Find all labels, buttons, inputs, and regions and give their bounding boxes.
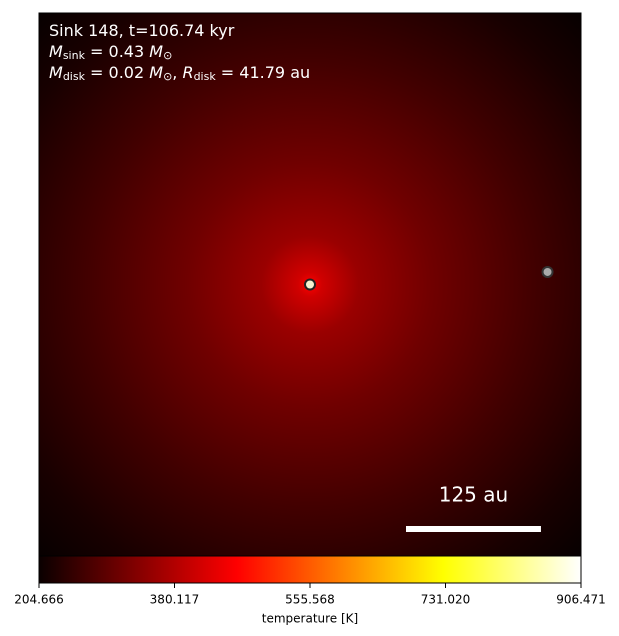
info-piece: ⊙ (163, 70, 172, 83)
info-piece: disk (194, 70, 217, 83)
info-piece: M (149, 63, 163, 82)
info-piece: = 0.43 (85, 42, 149, 61)
colorbar-tick-label: 731.020 (421, 593, 471, 607)
info-piece: Sink 148, t=106.74 kyr (49, 21, 235, 40)
info-text: Msink = 0.43 M⊙ (49, 42, 172, 63)
colorbar-tick-label: 906.471 (556, 593, 606, 607)
info-text: Sink 148, t=106.74 kyr (49, 21, 235, 40)
info-piece: M (149, 42, 163, 61)
scale-bar-label: 125 au (439, 483, 508, 507)
info-piece: = 0.02 (85, 63, 149, 82)
colorbar-tick-label: 380.117 (150, 593, 200, 607)
info-piece: sink (63, 49, 86, 62)
colorbar (38, 555, 582, 584)
info-piece: , (172, 63, 182, 82)
colorbar-label: temperature [K] (262, 612, 358, 626)
info-piece: disk (63, 70, 86, 83)
colorbar-tick-label: 555.568 (285, 593, 335, 607)
info-piece: M (49, 63, 63, 82)
info-piece: ⊙ (163, 49, 172, 62)
info-piece: = 41.79 au (216, 63, 310, 82)
info-piece: M (49, 42, 63, 61)
sink (541, 265, 554, 278)
colorbar-tick-label: 204.666 (14, 593, 64, 607)
info-text: Mdisk = 0.02 M⊙, Rdisk = 41.79 au (49, 63, 310, 84)
info-piece: R (182, 63, 193, 82)
sink (304, 278, 316, 291)
